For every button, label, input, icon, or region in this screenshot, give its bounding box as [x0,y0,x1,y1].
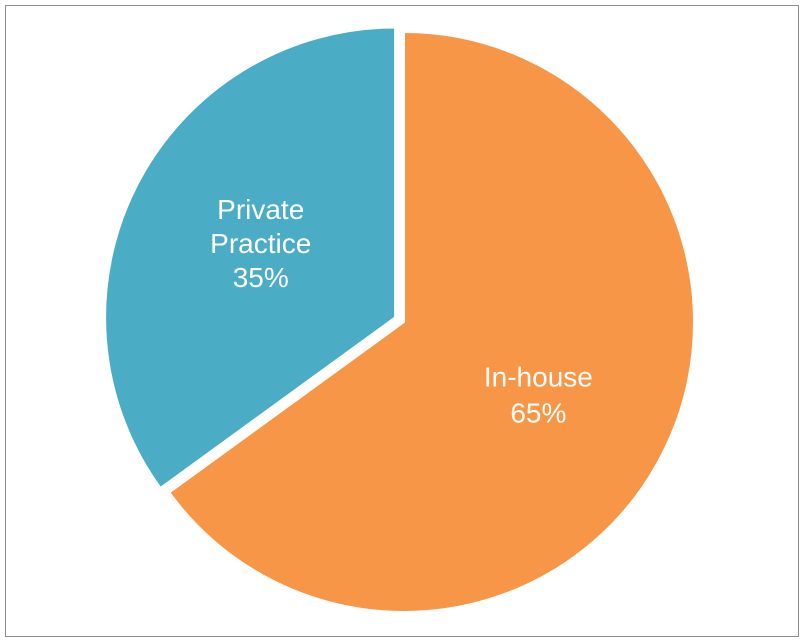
slice-value-in-house: 65% [510,397,566,428]
slice-value-private-practice: 35% [233,262,289,293]
pie-slice-in-house [167,30,695,613]
slice-label-in-house: In-house [484,361,593,392]
pie-slice-private-practice [104,26,397,490]
slice-label-private-practice: Private Practice [210,194,311,259]
